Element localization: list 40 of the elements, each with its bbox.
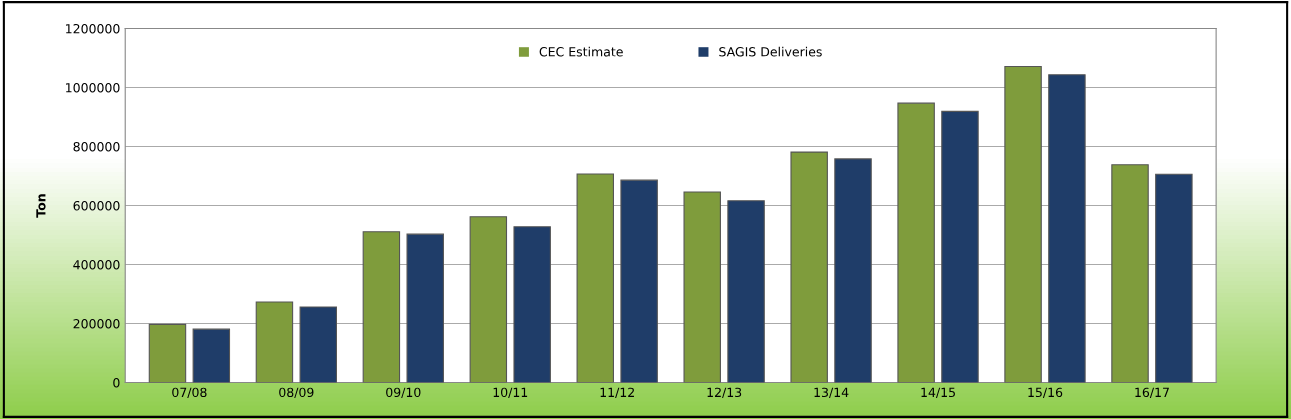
bar — [941, 110, 979, 383]
x-tick-label: 13/14 — [814, 387, 849, 399]
bar — [727, 200, 765, 383]
bar — [406, 233, 444, 383]
legend-label: SAGIS Deliveries — [719, 46, 822, 57]
x-tick-label: 12/13 — [707, 387, 742, 399]
bar — [620, 179, 658, 383]
bar — [790, 151, 828, 383]
x-tick-label: 14/15 — [921, 387, 955, 399]
x-tick-label: 16/17 — [1135, 387, 1169, 399]
x-tick-label: 11/12 — [600, 387, 634, 399]
y-tick-label: 400000 — [73, 260, 120, 270]
y-axis-title: Ton — [36, 194, 46, 218]
bar — [513, 226, 551, 383]
y-tick-label: 1200000 — [66, 23, 120, 34]
bar — [897, 102, 935, 383]
bar — [1004, 65, 1042, 383]
x-tick-label: 15/16 — [1028, 387, 1063, 399]
bar — [1155, 173, 1193, 383]
bar — [469, 216, 508, 383]
bar — [192, 328, 231, 383]
y-tick-label: 800000 — [73, 141, 120, 152]
bar — [148, 323, 187, 383]
x-tick-label: 08/09 — [279, 387, 314, 399]
x-tick-label: 07/08 — [172, 387, 207, 399]
y-tick-label: 1000000 — [66, 82, 120, 93]
bar — [362, 231, 401, 383]
bar — [1111, 164, 1149, 383]
y-tick-label: 200000 — [73, 319, 120, 329]
bar — [576, 173, 615, 383]
x-tick-label: 10/11 — [493, 387, 528, 399]
bar — [1048, 74, 1086, 383]
x-tick-label: 09/10 — [386, 387, 421, 399]
bar — [834, 158, 872, 383]
bar — [683, 191, 721, 383]
y-tick-label: 0 — [113, 378, 120, 388]
y-tick-label: 600000 — [73, 200, 120, 211]
bar — [255, 301, 294, 383]
legend-label: CEC Estimate — [539, 46, 623, 57]
bar — [299, 306, 338, 383]
